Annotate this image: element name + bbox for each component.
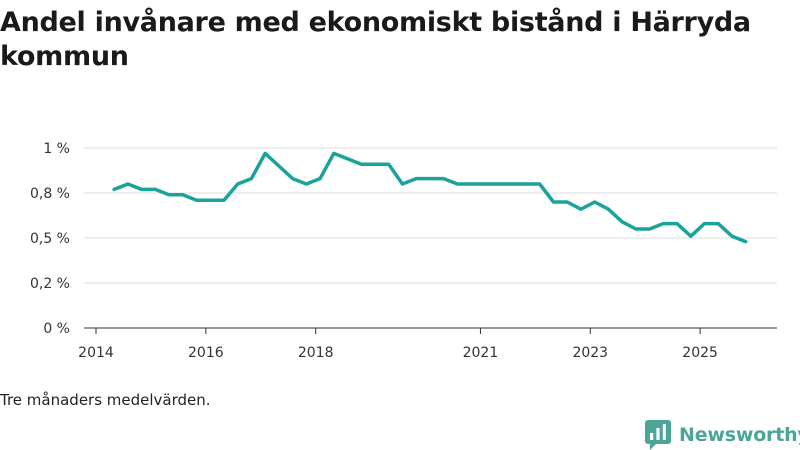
y-tick-label: 0,2 %	[30, 276, 70, 292]
series-lines	[112, 151, 748, 244]
gridlines	[84, 147, 777, 284]
y-axis-tick-labels: 0 % 0,2 % 0,5 % 0,8 % 1 %	[30, 141, 70, 337]
x-tick-label: 2018	[298, 345, 334, 361]
chart-title: Andel invånare med ekonomiskt bistånd i …	[0, 7, 751, 72]
x-tick-label: 2014	[78, 345, 114, 361]
newsworthy-logo-icon	[645, 420, 671, 450]
series-line	[112, 151, 748, 244]
x-tick-label: 2023	[572, 345, 608, 361]
y-tick-label: 0 %	[43, 321, 70, 337]
newsworthy-logo-text: Newsworthy	[679, 424, 800, 446]
x-axis: 2014 2016 2018 2021 2023 2025	[78, 327, 777, 361]
y-tick-label: 0,8 %	[30, 186, 70, 202]
y-tick-label: 1 %	[43, 141, 70, 157]
x-tick-label: 2025	[682, 345, 718, 361]
x-tick-label: 2021	[463, 345, 499, 361]
chart-caption: Tre månaders medelvärden.	[0, 391, 211, 409]
newsworthy-logo[interactable]: Newsworthy	[645, 420, 800, 450]
y-tick-label: 0,5 %	[30, 231, 70, 247]
x-tick-label: 2016	[188, 345, 224, 361]
